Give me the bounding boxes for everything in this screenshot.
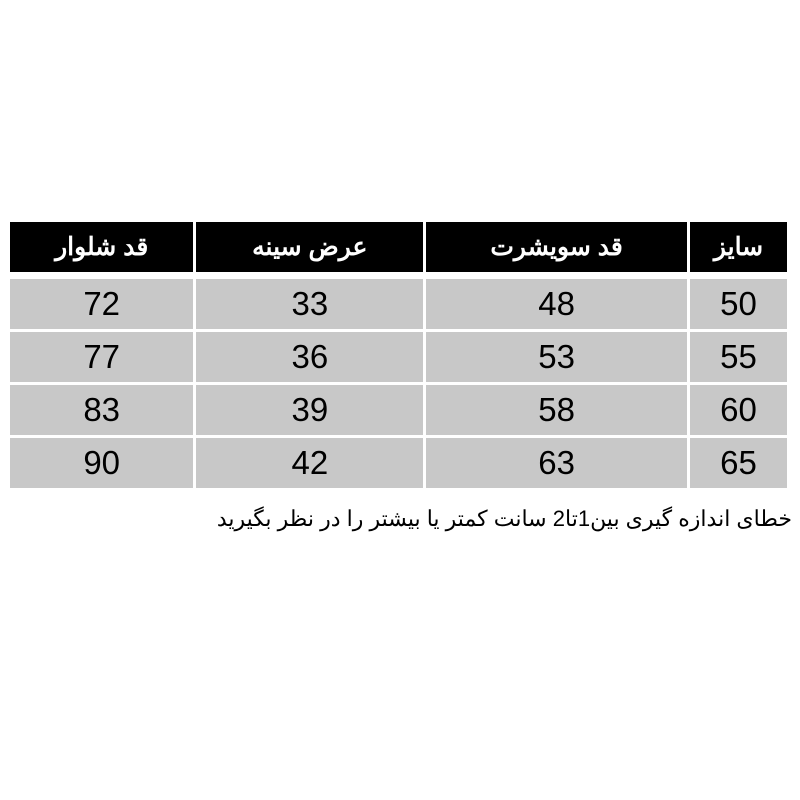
table-cell: 48 — [426, 279, 687, 329]
header-chest-width: عرض سینه — [196, 222, 424, 276]
header-row: سایز قد سویشرت عرض سینه قد شلوار — [10, 222, 787, 276]
table-cell: 36 — [196, 332, 424, 382]
table-cell: 60 — [689, 385, 787, 435]
table-cell: 53 — [426, 332, 687, 382]
measurement-note: خطای اندازه گیری بین1تا2 سانت کمتر یا بی… — [216, 506, 792, 531]
table-row: 60 58 39 83 — [10, 385, 787, 435]
table-cell: 55 — [689, 332, 787, 382]
table-cell: 63 — [426, 438, 687, 488]
size-chart-table: سایز قد سویشرت عرض سینه قد شلوار 50 48 33 7… — [7, 219, 790, 491]
table-row: 50 48 33 72 — [10, 279, 787, 329]
table-cell: 90 — [10, 438, 194, 488]
table-cell: 58 — [426, 385, 687, 435]
table-row: 65 63 42 90 — [10, 438, 787, 488]
header-hoodie-length: قد سویشرت — [426, 222, 687, 276]
table-cell: 72 — [10, 279, 194, 329]
table-cell: 42 — [196, 438, 424, 488]
table-cell: 39 — [196, 385, 424, 435]
header-size: سایز — [689, 222, 787, 276]
header-pants-length: قد شلوار — [10, 222, 194, 276]
table-cell: 65 — [689, 438, 787, 488]
table-cell: 77 — [10, 332, 194, 382]
table-cell: 50 — [689, 279, 787, 329]
table-row: 55 53 36 77 — [10, 332, 787, 382]
table-cell: 33 — [196, 279, 424, 329]
table-cell: 83 — [10, 385, 194, 435]
